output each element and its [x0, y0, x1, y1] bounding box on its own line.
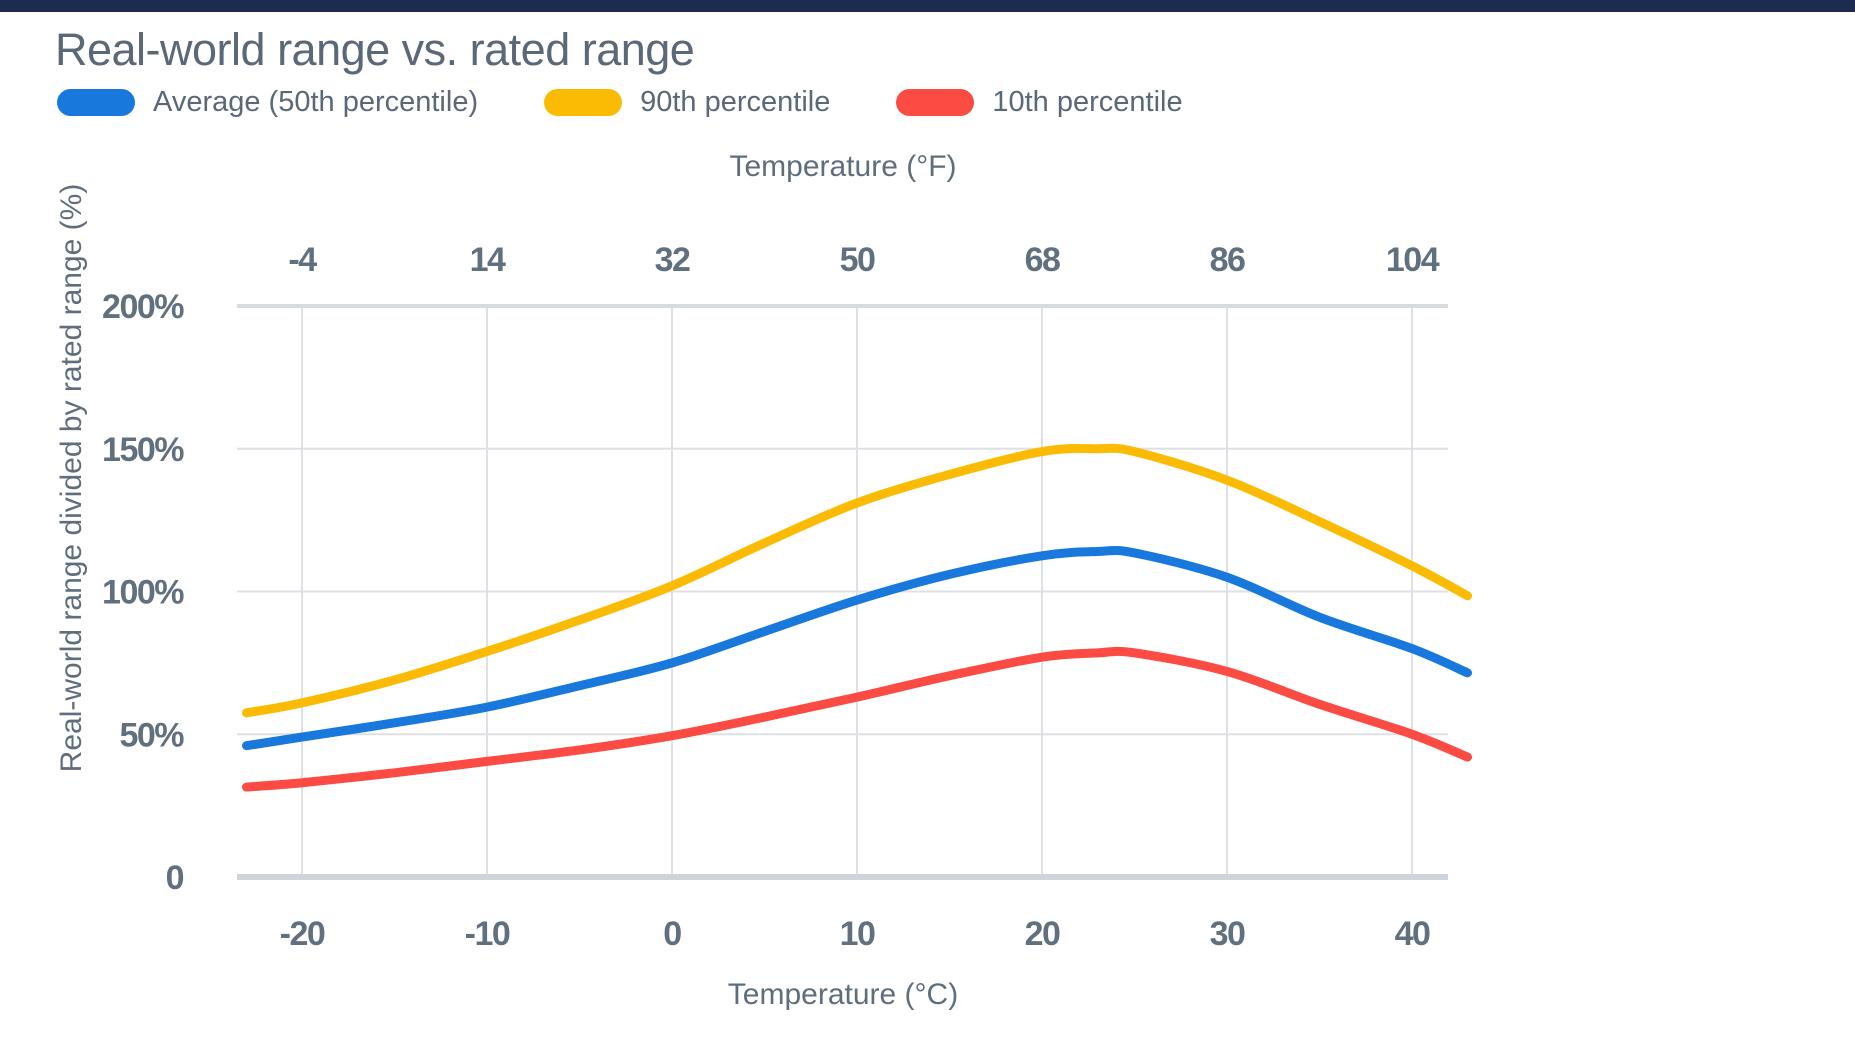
- x-tick-label-fahrenheit: 104: [1386, 241, 1440, 279]
- legend-label-average: Average (50th percentile): [153, 86, 479, 118]
- x-tick-label-fahrenheit: 86: [1210, 241, 1245, 279]
- x-tick-label-fahrenheit: 14: [470, 241, 506, 279]
- x-tick-label-celsius: 20: [1025, 915, 1060, 953]
- x-tick-label-celsius: 10: [840, 915, 875, 953]
- top-border-bar: [0, 0, 1855, 12]
- y-tick-label: 200%: [102, 288, 184, 326]
- series-line-average-50th-percentile: [242, 545, 1472, 751]
- x-tick-label-fahrenheit: -4: [288, 241, 317, 279]
- legend-label-10th: 10th percentile: [992, 86, 1183, 118]
- x-tick-label-celsius: 0: [663, 915, 681, 953]
- legend-label-90th: 90th percentile: [640, 86, 831, 118]
- legend-item-90th: 90th percentile: [544, 86, 830, 119]
- chart-title: Real-world range vs. rated range: [55, 24, 695, 75]
- x-axis-title-fahrenheit: Temperature (°F): [729, 150, 957, 183]
- y-tick-label: 50%: [119, 716, 184, 754]
- series-line-90th-percentile: [242, 443, 1472, 718]
- x-tick-label-celsius: -20: [280, 915, 325, 953]
- legend-swatch-average: [57, 89, 135, 116]
- x-tick-label-fahrenheit: 32: [655, 241, 690, 279]
- legend-item-10th: 10th percentile: [896, 86, 1183, 119]
- x-tick-label-celsius: 30: [1210, 915, 1245, 953]
- x-tick-label-fahrenheit: 68: [1025, 241, 1060, 279]
- x-tick-label-celsius: -10: [465, 915, 510, 953]
- y-tick-label: 150%: [102, 431, 184, 469]
- legend-item-average: Average (50th percentile): [57, 86, 478, 119]
- legend-swatch-10th: [896, 89, 975, 116]
- y-tick-label: 100%: [102, 574, 184, 612]
- legend-swatch-90th: [544, 89, 623, 116]
- x-axis-title-celsius: Temperature (°C): [727, 978, 959, 1011]
- y-tick-label: 0: [166, 859, 184, 897]
- x-tick-label-fahrenheit: 50: [840, 241, 875, 279]
- legend: Average (50th percentile) 90th percentil…: [57, 86, 1183, 119]
- x-tick-label-celsius: 40: [1395, 915, 1430, 953]
- series-line-10th-percentile: [242, 646, 1472, 792]
